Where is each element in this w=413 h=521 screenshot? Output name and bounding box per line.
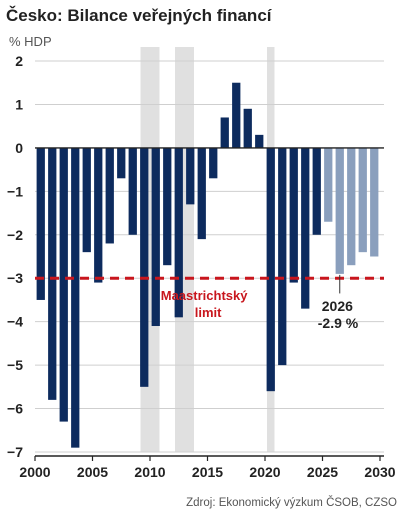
bar-2023 — [301, 147, 310, 309]
bar-2028 — [358, 147, 367, 253]
x-tick-label: 2015 — [192, 464, 223, 480]
axes: 2 1 0 −1 −2 −3 −4 −5 −6 −7 2000 2005 2010 2015 2020 202… — [7, 53, 396, 480]
bar-2019 — [255, 134, 264, 148]
bar-2012 — [174, 147, 183, 318]
bar-2008 — [128, 147, 137, 235]
x-tick-label: 2030 — [364, 464, 395, 480]
limit-label-line2: limit — [195, 305, 222, 320]
y-tick-label: −5 — [7, 357, 23, 373]
x-tick-label: 2000 — [19, 464, 50, 480]
bar-2001 — [48, 147, 57, 400]
bar-2013 — [186, 147, 195, 205]
y-tick-label: −4 — [7, 314, 23, 330]
x-tick-label: 2005 — [77, 464, 108, 480]
y-tick-label: −1 — [7, 183, 23, 199]
y-axis-unit-label: % HDP — [9, 34, 52, 49]
x-tick-label: 2025 — [307, 464, 338, 480]
annotation-year: 2026 — [322, 298, 353, 314]
annotation-value: -2.9 % — [318, 315, 359, 331]
bar-2016 — [220, 117, 229, 148]
bar-2014 — [197, 147, 206, 240]
bar-2009 — [140, 147, 149, 387]
bar-2006 — [105, 147, 114, 244]
y-tick-label: 1 — [15, 96, 23, 112]
page-title: Česko: Bilance veřejných financí — [6, 6, 272, 25]
bar-2029 — [370, 147, 379, 257]
bar-2021 — [278, 147, 287, 366]
x-tick-label: 2020 — [249, 464, 280, 480]
shaded-periods — [140, 47, 275, 452]
bar-2011 — [163, 147, 172, 266]
bar-2027 — [347, 147, 356, 266]
y-tick-label: −3 — [7, 270, 23, 286]
bar-2022 — [289, 147, 298, 283]
bar-2015 — [209, 147, 218, 179]
bar-2004 — [82, 147, 91, 253]
source-note: Zdroj: Ekonomický výzkum ČSOB, CZSO — [186, 497, 397, 509]
y-tick-label: 0 — [15, 140, 23, 156]
bar-2025 — [324, 147, 333, 222]
bar-2003 — [71, 147, 80, 448]
bar-2000 — [36, 147, 45, 300]
bar-2020 — [266, 147, 275, 392]
bar-2007 — [117, 147, 126, 179]
bar-2017 — [232, 82, 241, 148]
limit-label-line1: Maastrichtský — [161, 288, 248, 303]
bar-2026 — [335, 147, 344, 274]
x-tick-label: 2010 — [134, 464, 165, 480]
gridlines — [35, 60, 384, 453]
bar-2018 — [243, 108, 252, 148]
bars — [36, 82, 379, 448]
annotations: Maastrichtský limit 2026-2.9 % — [161, 274, 359, 331]
y-tick-label: −2 — [7, 227, 23, 243]
bar-2005 — [94, 147, 103, 283]
bar-2002 — [59, 147, 68, 422]
y-tick-label: −6 — [7, 401, 23, 417]
y-tick-label: −7 — [7, 444, 23, 460]
bar-2024 — [312, 147, 321, 235]
bar-2010 — [151, 147, 160, 327]
y-tick-label: 2 — [15, 53, 23, 69]
